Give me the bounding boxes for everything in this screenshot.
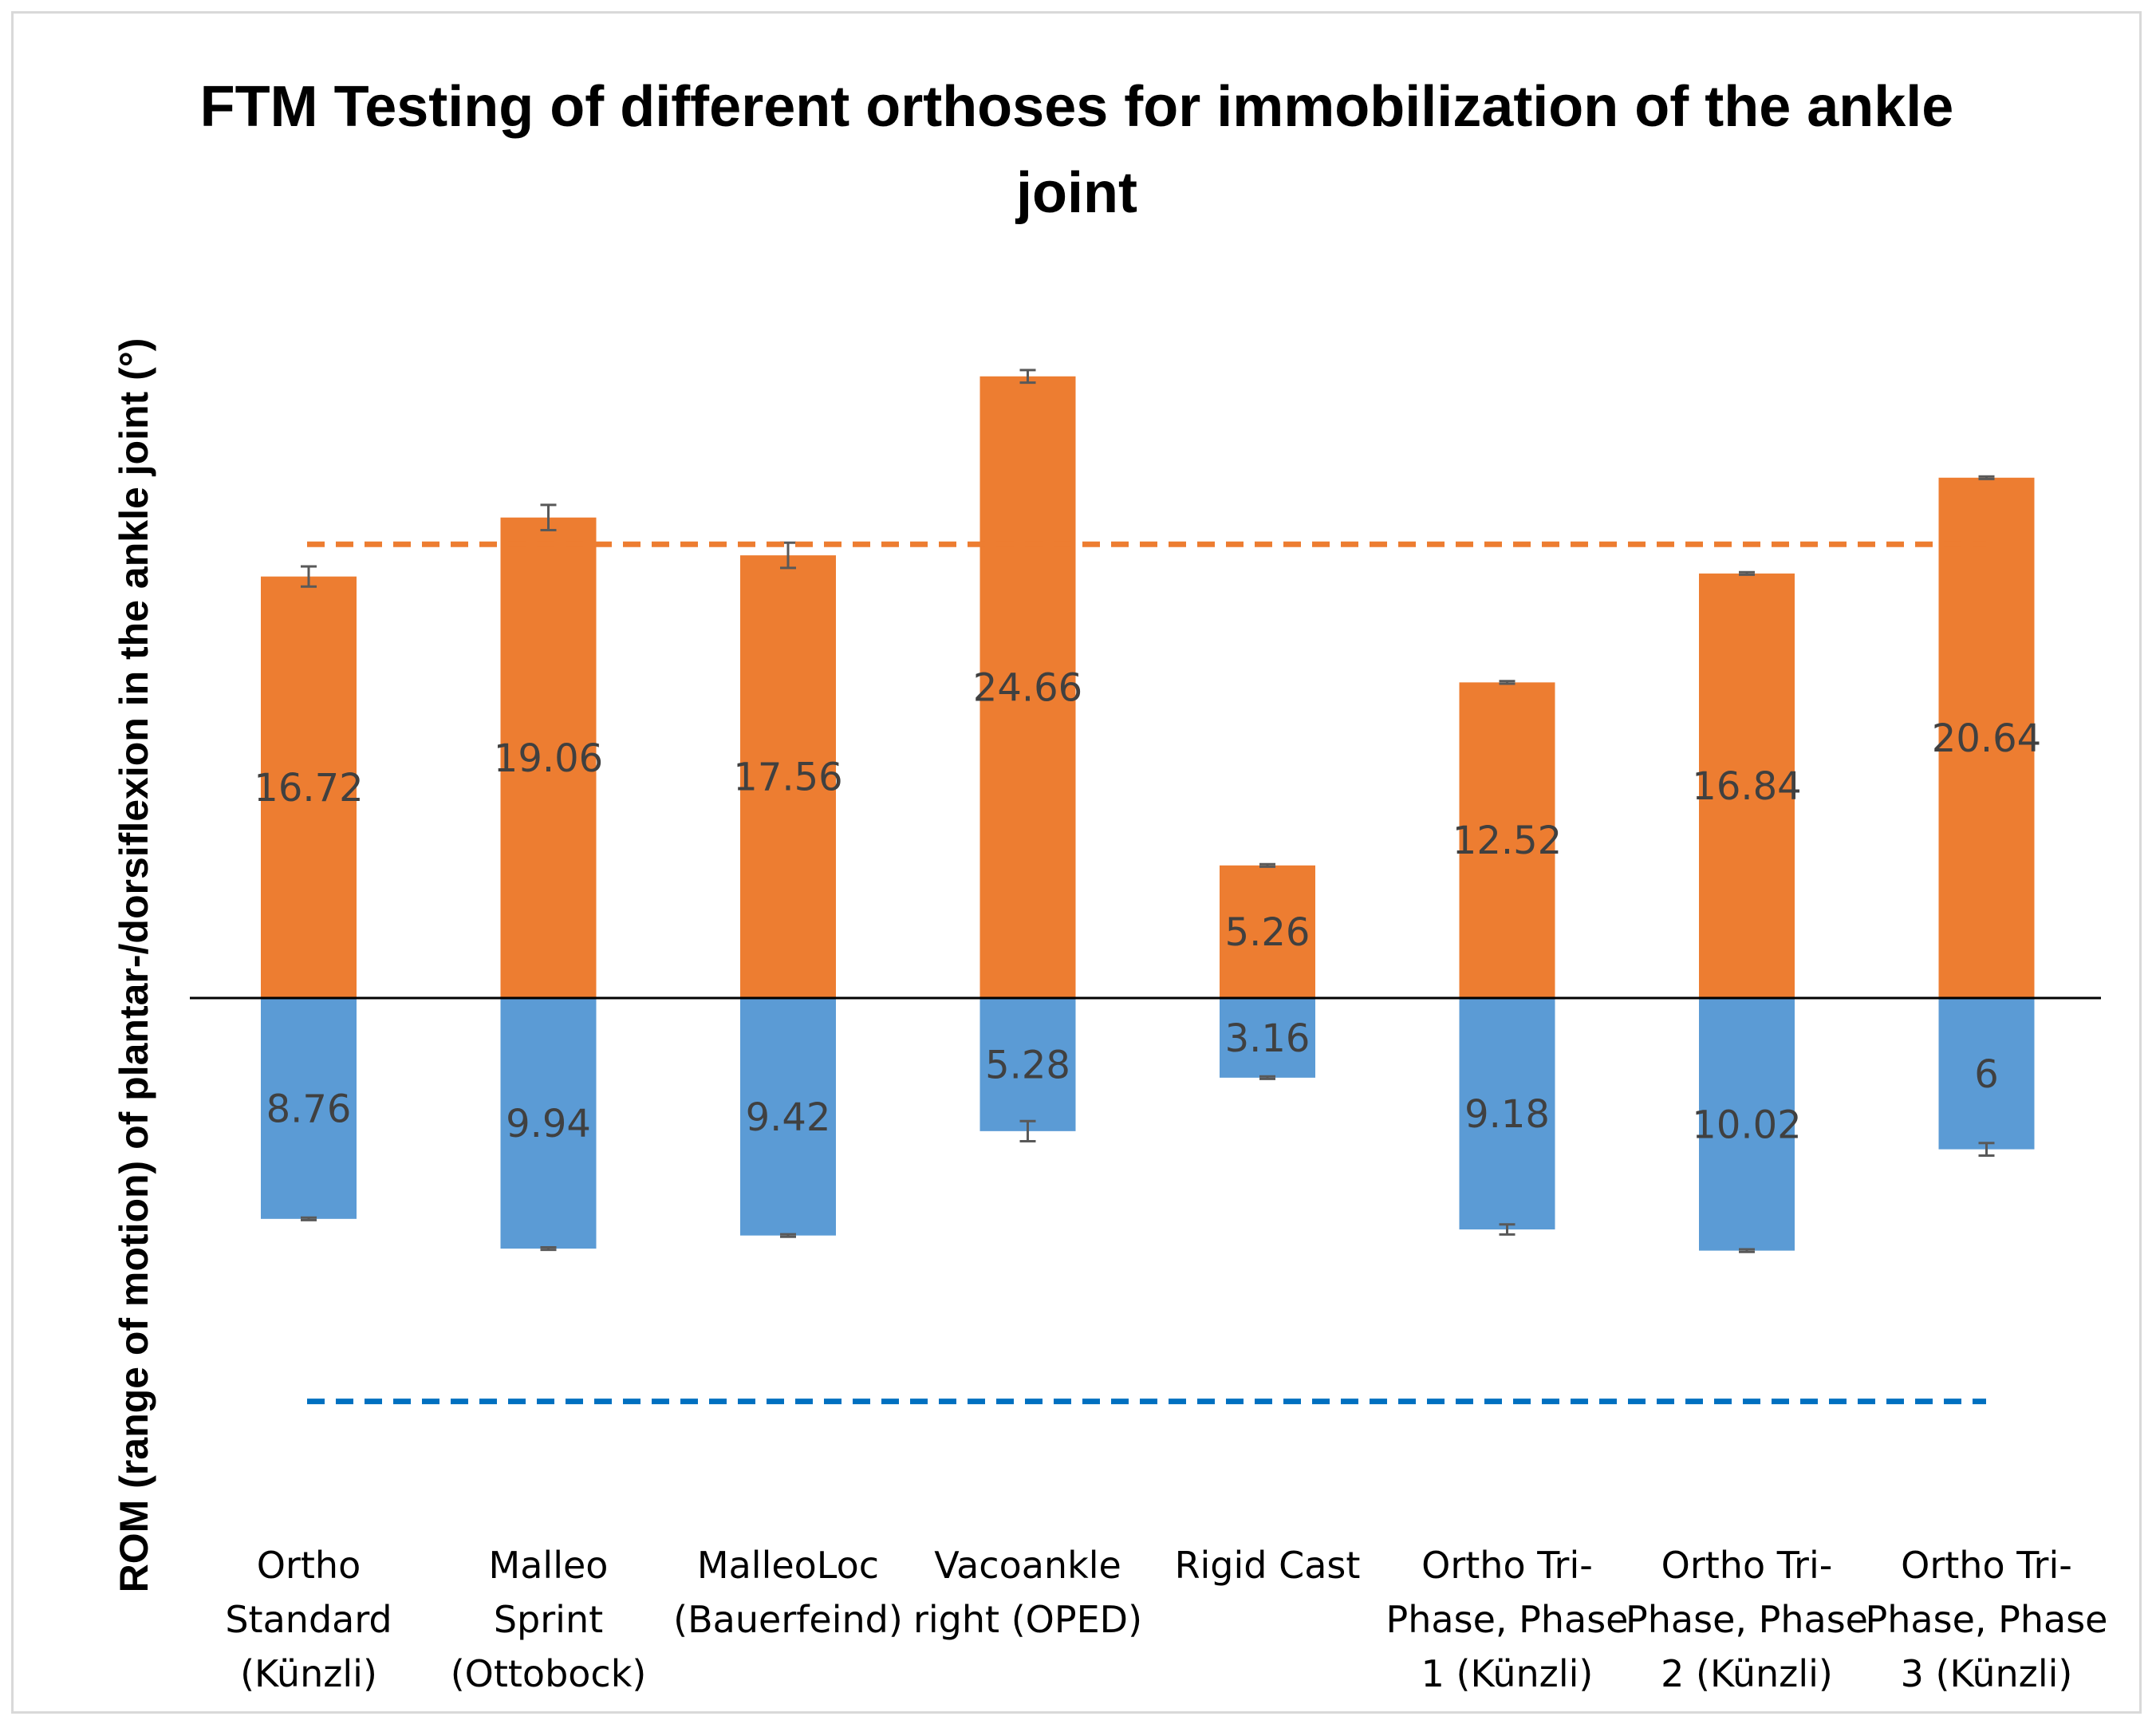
x-tick-label-line: (Künzli) (240, 1652, 377, 1695)
plantar-value-label-6: 16.84 (1692, 764, 1801, 809)
plantar-bar-6 (1699, 573, 1795, 998)
x-tick-label-2: MalleoLoc (Bauerfeind) (673, 1544, 903, 1641)
dorsi-value-label-7: 6 (1974, 1052, 1999, 1097)
x-tick-label-line: Ortho Tri- (1901, 1544, 2072, 1587)
x-tick-label-line: 3 (Künzli) (1901, 1652, 2073, 1695)
dorsi-bar-7 (1938, 998, 2035, 1150)
dorsi-bar-0 (261, 998, 357, 1219)
x-tick-label-1: Malleo Sprint (Ottobock) (451, 1544, 647, 1695)
plantar-bar-3 (979, 376, 1076, 998)
dorsi-value-label-4: 3.16 (1225, 1016, 1311, 1061)
plantar-bar-2 (740, 555, 836, 998)
x-tick-label-line: MalleoLoc (697, 1544, 879, 1587)
x-tick-label-line: 2 (Künzli) (1661, 1652, 1833, 1695)
dorsi-bar-3 (979, 998, 1076, 1131)
x-tick-label-line: Sprint (494, 1598, 603, 1641)
dorsi-bar-5 (1459, 998, 1555, 1230)
plantar-bar-4 (1220, 865, 1315, 998)
x-tick-label-3: Vacoankle right (OPED) (913, 1544, 1142, 1641)
dorsi-value-label-1: 9.94 (506, 1102, 591, 1146)
x-tick-label-line: Rigid Cast (1175, 1544, 1361, 1587)
x-tick-label-line: Malleo (489, 1544, 609, 1587)
dorsi-value-label-5: 9.18 (1464, 1092, 1550, 1137)
dorsi-bar-4 (1220, 998, 1315, 1078)
x-tick-label-6: Ortho Tri- Phase, Phase 2 (Künzli) (1626, 1544, 1868, 1695)
x-tick-label-line: (Ottobock) (451, 1652, 647, 1695)
dorsi-bar-2 (740, 998, 836, 1236)
dorsi-value-label-2: 9.42 (746, 1095, 831, 1140)
dorsi-value-label-0: 8.76 (266, 1087, 352, 1131)
dorsi-bar-6 (1699, 998, 1795, 1251)
dorsi-value-label-6: 10.02 (1692, 1103, 1801, 1147)
plantar-value-label-0: 16.72 (254, 766, 363, 811)
x-tick-label-7: Ortho Tri- Phase, Phase 3 (Künzli) (1866, 1544, 2108, 1695)
x-tick-label-line: Vacoankle (934, 1544, 1121, 1587)
x-tick-label-5: Ortho Tri- Phase, Phase 1 (Künzli) (1386, 1544, 1629, 1695)
x-tick-label-line: Standard (225, 1598, 392, 1641)
dorsi-value-label-3: 5.28 (985, 1043, 1070, 1087)
x-tick-label-line: Phase, Phase (1626, 1598, 1868, 1641)
plantar-value-label-2: 17.56 (733, 756, 842, 800)
plantar-bar-1 (500, 517, 597, 998)
x-tick-label-line: Ortho Tri- (1661, 1544, 1833, 1587)
plantar-value-label-3: 24.66 (973, 665, 1082, 710)
x-tick-label-line: Ortho Tri- (1421, 1544, 1593, 1587)
x-tick-label-line: 1 (Künzli) (1421, 1652, 1594, 1695)
x-tick-label-line: Ortho (257, 1544, 361, 1587)
x-tick-label-line: Phase, Phase (1386, 1598, 1629, 1641)
x-tick-label-line: (Bauerfeind) (673, 1598, 903, 1641)
plantar-value-label-5: 12.52 (1452, 819, 1562, 863)
plantar-bar-0 (261, 576, 357, 998)
plantar-bar-5 (1459, 682, 1555, 998)
plantar-bar-7 (1938, 477, 2035, 998)
x-tick-label-line: right (OPED) (913, 1598, 1142, 1641)
dorsi-bar-1 (500, 998, 597, 1249)
chart-title: FTM Testing of different orthoses for im… (199, 75, 1954, 225)
plantar-value-label-4: 5.26 (1225, 910, 1311, 955)
x-tick-label-4: Rigid Cast (1175, 1544, 1361, 1587)
plantar-value-label-1: 19.06 (494, 736, 603, 781)
x-tick-label-line: Phase, Phase (1866, 1598, 2108, 1641)
plantar-value-label-7: 20.64 (1932, 716, 2041, 761)
x-tick-label-0: Ortho Standard (Künzli) (225, 1544, 392, 1695)
